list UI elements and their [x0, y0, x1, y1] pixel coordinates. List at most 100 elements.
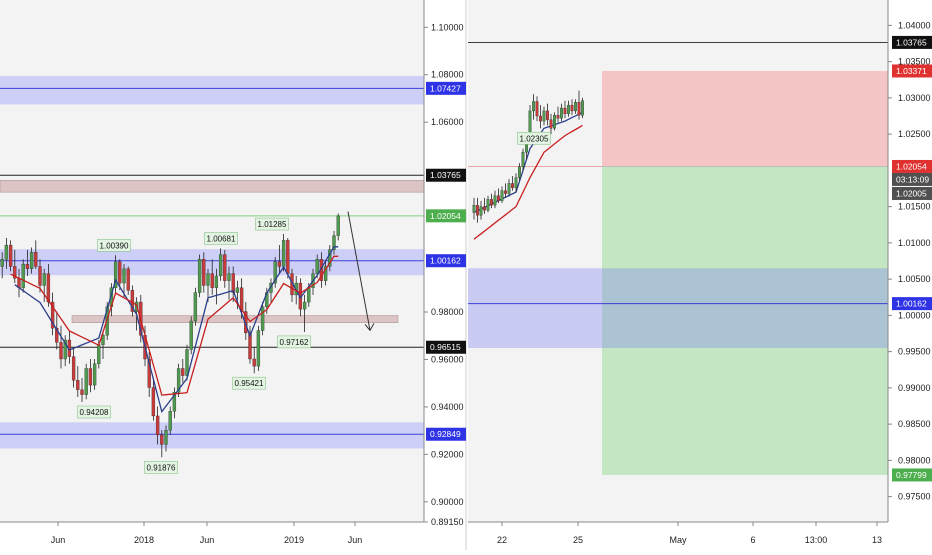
candle[interactable]	[328, 249, 332, 267]
candle[interactable]	[122, 268, 126, 284]
candle[interactable]	[151, 387, 156, 417]
candle[interactable]	[218, 254, 223, 277]
take-profit-zone[interactable]	[602, 166, 888, 475]
candle[interactable]	[46, 273, 51, 303]
candle[interactable]	[172, 392, 177, 412]
candle[interactable]	[273, 261, 277, 284]
candle[interactable]	[256, 330, 261, 367]
candle[interactable]	[260, 306, 265, 331]
stop-loss-zone[interactable]	[602, 70, 888, 167]
candle[interactable]	[252, 358, 256, 367]
candle[interactable]	[8, 244, 13, 267]
candle[interactable]	[539, 115, 542, 122]
candle[interactable]	[50, 301, 55, 329]
candle[interactable]	[21, 263, 25, 288]
candle[interactable]	[210, 273, 214, 288]
candle[interactable]	[130, 290, 135, 312]
candle[interactable]	[307, 287, 311, 303]
candle[interactable]	[336, 215, 340, 236]
candle[interactable]	[518, 166, 521, 178]
candle[interactable]	[332, 235, 336, 250]
candle[interactable]	[227, 273, 231, 281]
candle[interactable]	[155, 415, 160, 436]
candle[interactable]	[118, 261, 122, 284]
candle[interactable]	[302, 301, 307, 310]
candle[interactable]	[113, 261, 118, 288]
candle[interactable]	[71, 356, 76, 381]
candle[interactable]	[476, 205, 479, 216]
candle[interactable]	[581, 100, 584, 116]
candle[interactable]	[29, 252, 34, 269]
candle[interactable]	[286, 240, 290, 274]
candle[interactable]	[542, 110, 546, 122]
time-tick-label: 13:00	[805, 535, 828, 545]
candle[interactable]	[570, 104, 574, 112]
candle[interactable]	[92, 363, 97, 386]
candle[interactable]	[549, 119, 553, 129]
candle[interactable]	[493, 195, 497, 206]
candle[interactable]	[13, 266, 17, 279]
candle[interactable]	[147, 358, 151, 388]
candle[interactable]	[497, 195, 500, 201]
candle[interactable]	[25, 263, 30, 269]
candle[interactable]	[193, 292, 198, 322]
candle[interactable]	[281, 240, 286, 267]
candle[interactable]	[4, 244, 9, 260]
candle[interactable]	[532, 101, 535, 112]
candle[interactable]	[479, 206, 483, 216]
candle[interactable]	[486, 199, 490, 211]
candle[interactable]	[34, 252, 38, 267]
price-tag-bg	[426, 427, 466, 441]
candle[interactable]	[185, 349, 189, 376]
candle[interactable]	[546, 110, 549, 120]
candle[interactable]	[231, 273, 235, 293]
candle[interactable]	[223, 254, 227, 281]
candle[interactable]	[63, 339, 67, 360]
candle[interactable]	[567, 104, 570, 114]
candle[interactable]	[42, 273, 46, 286]
candle[interactable]	[168, 411, 172, 431]
candle[interactable]	[535, 101, 539, 117]
candle[interactable]	[507, 183, 511, 194]
candle[interactable]	[490, 199, 493, 206]
candle[interactable]	[84, 368, 88, 395]
candle[interactable]	[197, 259, 202, 293]
candle[interactable]	[101, 335, 105, 345]
candle[interactable]	[164, 430, 168, 445]
candle[interactable]	[323, 266, 328, 281]
candle[interactable]	[88, 368, 93, 386]
candle[interactable]	[315, 259, 319, 274]
candle[interactable]	[556, 115, 560, 119]
candle[interactable]	[214, 275, 219, 288]
candle[interactable]	[472, 205, 476, 213]
candle[interactable]	[514, 177, 518, 188]
candle[interactable]	[521, 152, 525, 167]
candle[interactable]	[511, 183, 514, 188]
candle[interactable]	[76, 380, 80, 390]
candle[interactable]	[500, 190, 504, 201]
candle[interactable]	[202, 259, 206, 286]
candle[interactable]	[176, 368, 181, 393]
candle[interactable]	[0, 259, 4, 267]
candle[interactable]	[80, 389, 84, 395]
candle[interactable]	[206, 273, 210, 286]
candle[interactable]	[577, 102, 581, 116]
candle[interactable]	[248, 332, 252, 360]
candle[interactable]	[574, 102, 577, 112]
candle[interactable]	[181, 368, 185, 376]
candle[interactable]	[277, 261, 282, 267]
candle[interactable]	[160, 434, 164, 445]
intraday-chart: 1.02305	[468, 42, 888, 475]
candle[interactable]	[235, 287, 240, 293]
candle[interactable]	[504, 190, 507, 194]
candle[interactable]	[97, 344, 101, 364]
candle[interactable]	[553, 115, 556, 129]
candle[interactable]	[55, 327, 59, 343]
candle[interactable]	[483, 206, 486, 211]
candle[interactable]	[189, 320, 193, 350]
candle[interactable]	[563, 107, 567, 114]
candle[interactable]	[560, 107, 563, 119]
candle[interactable]	[126, 268, 130, 291]
candle[interactable]	[59, 342, 63, 360]
candle[interactable]	[38, 266, 42, 286]
